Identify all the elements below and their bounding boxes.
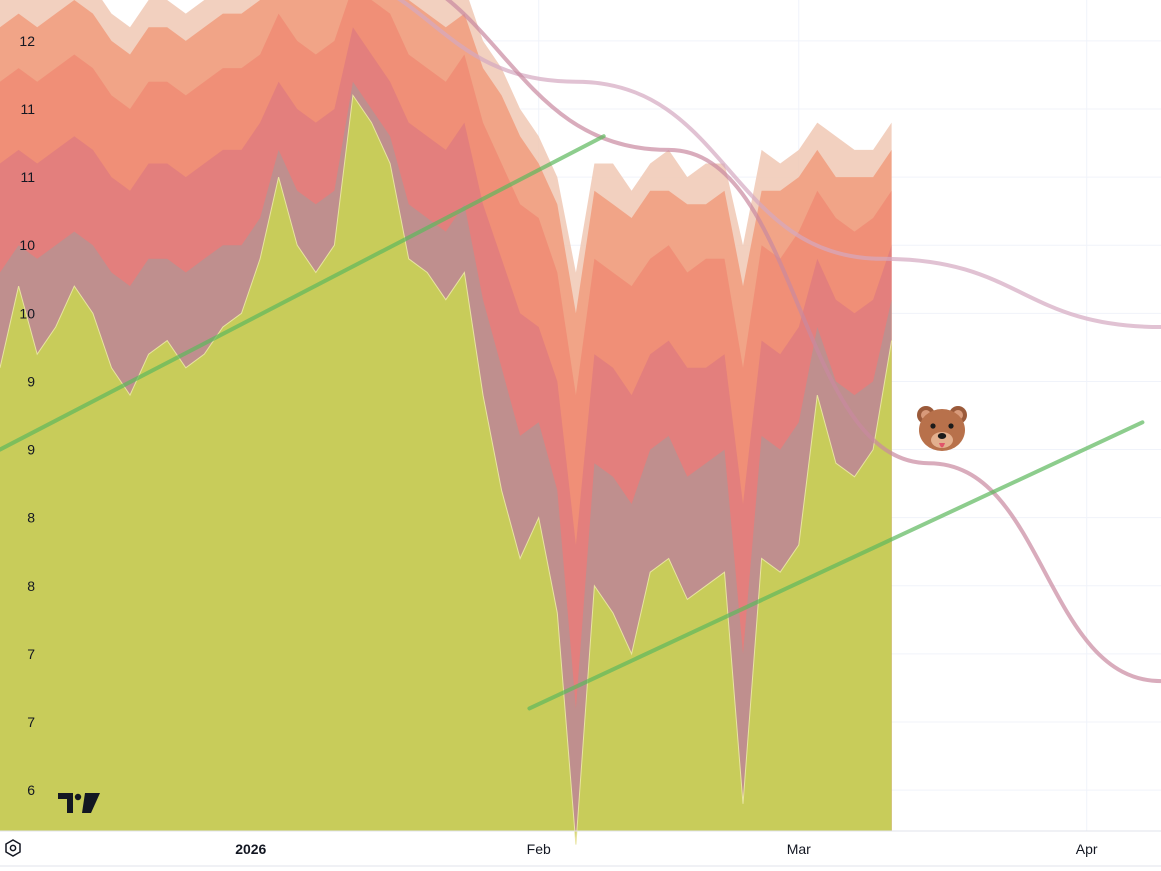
y-tick-label: 7 (27, 646, 35, 662)
y-tick-label: 7 (27, 714, 35, 730)
x-tick-label: Apr (1076, 841, 1098, 857)
y-tick-label: 9 (27, 373, 35, 389)
y-tick-label: 9 (27, 442, 35, 458)
y-tick-label: 6 (27, 782, 35, 798)
y-tick-label: 8 (27, 578, 35, 594)
y-axis-labels: 12 11 11 10 10 9 9 8 8 7 7 6 (19, 33, 35, 798)
x-axis-labels: 2026 Feb Mar Apr (235, 841, 1098, 857)
price-area (0, 94, 893, 845)
trendlines[interactable] (0, 0, 1161, 711)
y-tick-label: 11 (20, 169, 35, 185)
y-tick-label: 8 (27, 510, 35, 526)
x-tick-label: Mar (787, 841, 811, 857)
trendline-0[interactable] (0, 134, 606, 452)
y-tick-label: 10 (19, 237, 35, 253)
tradingview-logo-icon[interactable] (58, 793, 100, 813)
curve-line-0[interactable] (288, 0, 1161, 329)
x-tick-label: Feb (527, 841, 551, 857)
settings-gear-icon[interactable] (5, 839, 21, 857)
y-tick-label: 10 (19, 305, 35, 321)
y-tick-label: 11 (20, 101, 35, 117)
curve-line-1[interactable] (334, 0, 1161, 684)
bear-face-icon[interactable] (917, 406, 967, 451)
price-series-area (0, 95, 892, 845)
y-tick-label: 12 (19, 33, 35, 49)
x-tick-label: 2026 (235, 841, 266, 857)
price-series-line (0, 94, 893, 845)
trendline-1[interactable] (527, 420, 1145, 711)
